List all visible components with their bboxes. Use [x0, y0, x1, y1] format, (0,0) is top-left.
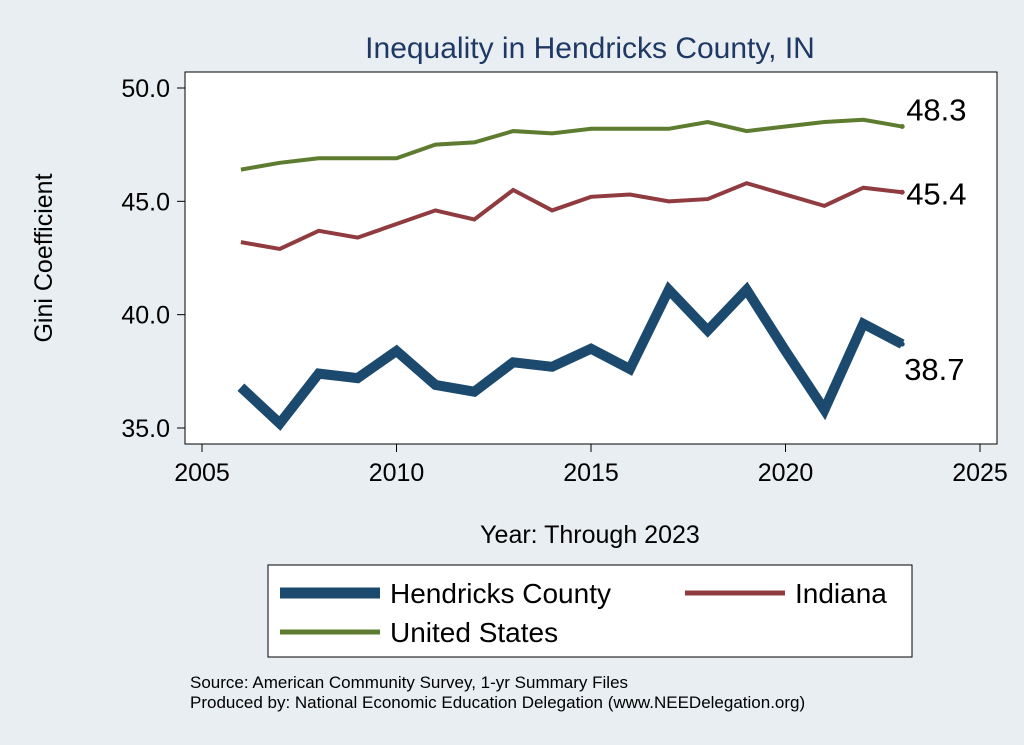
- x-tick-label: 2015: [563, 459, 619, 487]
- legend-box: [267, 564, 913, 658]
- legend-label-united-states: United States: [390, 617, 558, 648]
- y-tick-label: 45.0: [121, 188, 170, 216]
- x-axis-title: Year: Through 2023: [480, 521, 700, 549]
- chart-title: Inequality in Hendricks County, IN: [365, 32, 815, 65]
- series-endpoint-hendricks-county: [899, 341, 905, 347]
- produced-by-note: Produced by: National Economic Education…: [190, 693, 805, 712]
- y-tick-label: 50.0: [121, 75, 170, 103]
- legend-label-indiana: Indiana: [795, 578, 887, 609]
- series-line-united-states: [240, 117, 903, 172]
- end-label-united-states: 48.3: [906, 93, 966, 128]
- legend: Hendricks County Indiana United States: [267, 564, 913, 658]
- plot-area: [184, 71, 998, 445]
- source-note: Source: American Community Survey, 1-yr …: [190, 673, 628, 692]
- y-tick-label: 35.0: [121, 415, 170, 443]
- y-axis-title: Gini Coefficient: [30, 173, 58, 342]
- y-axis: 35.0 40.0 45.0 50.0: [121, 75, 185, 443]
- x-axis: 2005 2010 2015 2020 2025: [174, 444, 1008, 487]
- end-label-indiana: 45.4: [906, 176, 966, 211]
- series-endpoint-united-states: [899, 124, 905, 130]
- end-label-hendricks-county: 38.7: [904, 352, 964, 387]
- series-line-indiana: [240, 181, 903, 252]
- series-layer: 38.7 45.4 48.3: [237, 93, 967, 431]
- series-endpoint-indiana: [899, 189, 905, 195]
- x-tick-label: 2025: [952, 459, 1008, 487]
- series-line-hendricks-county: [237, 281, 905, 431]
- x-tick-label: 2010: [369, 459, 425, 487]
- legend-label-hendricks-county: Hendricks County: [390, 578, 611, 609]
- y-tick-label: 40.0: [121, 302, 170, 330]
- x-tick-label: 2005: [174, 459, 230, 487]
- x-tick-label: 2020: [758, 459, 814, 487]
